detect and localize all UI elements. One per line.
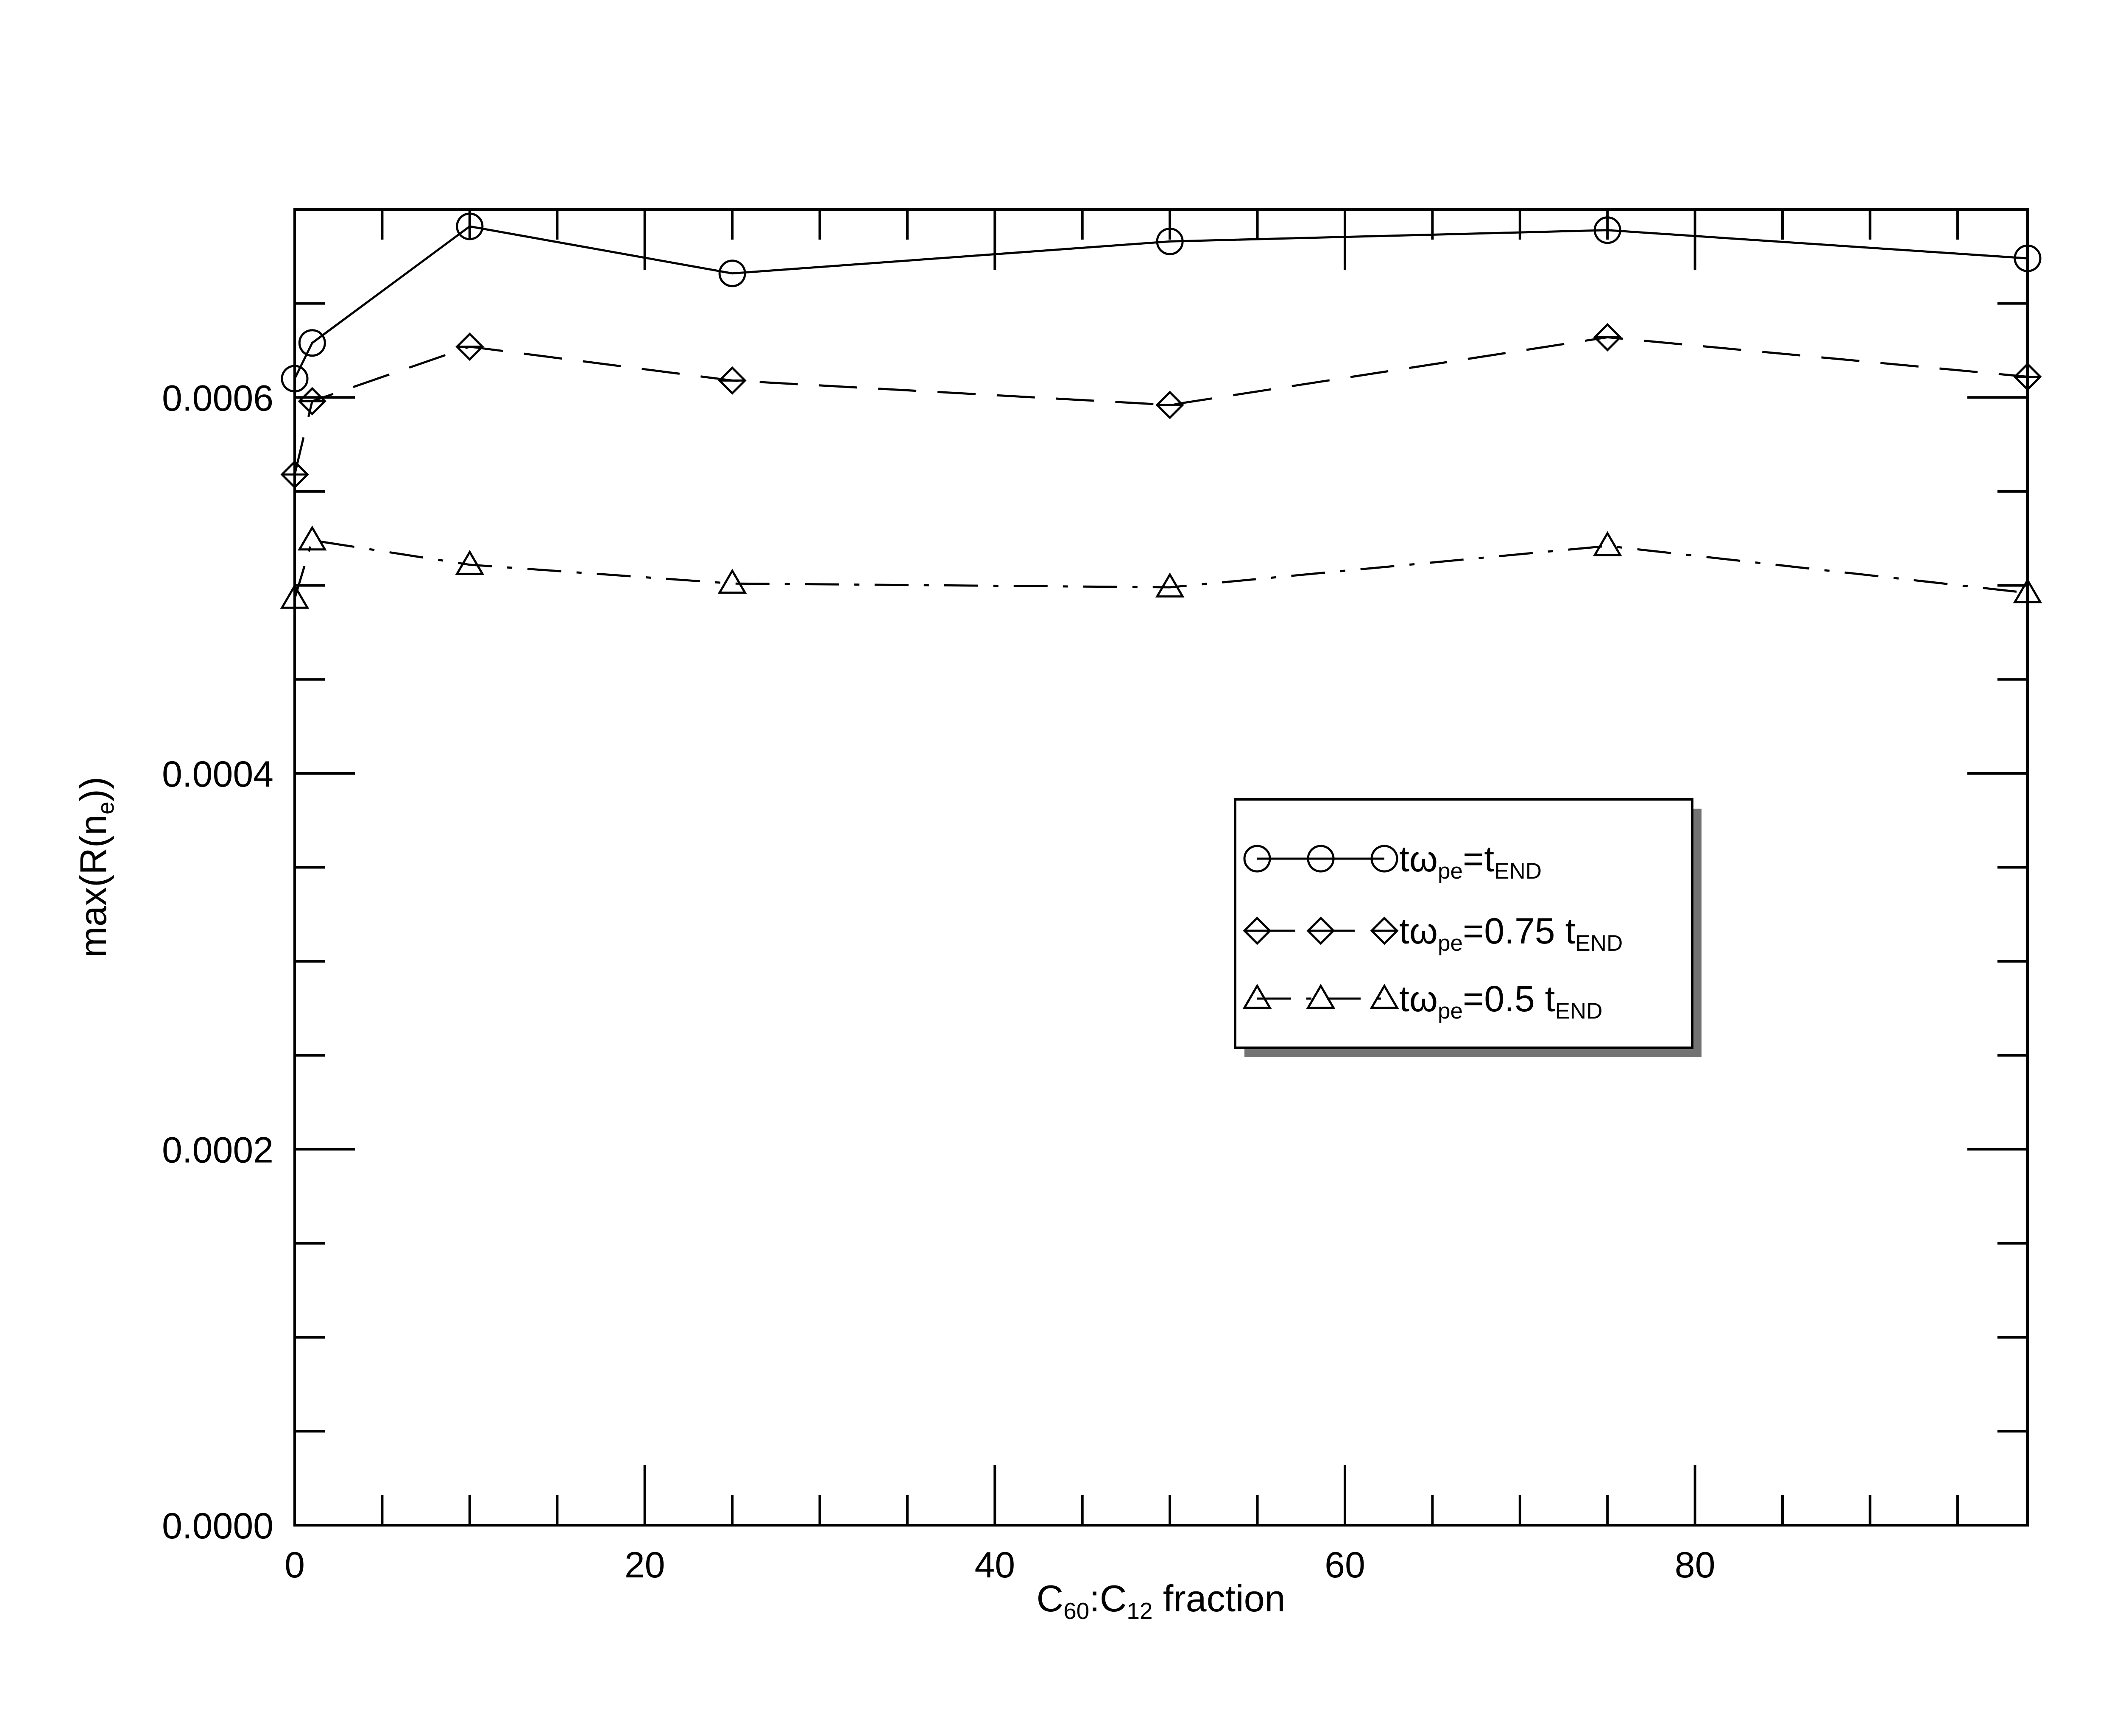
diamond-outline bbox=[298, 387, 326, 416]
subscript-text: pe bbox=[1438, 859, 1463, 884]
label-text: tω bbox=[1399, 979, 1438, 1019]
diamond-outline bbox=[1155, 391, 1184, 419]
diamond-outline bbox=[1306, 916, 1335, 945]
label-text: :C bbox=[1089, 1577, 1127, 1619]
label-text: max(R(n bbox=[72, 815, 114, 957]
label-text: fraction bbox=[1152, 1577, 1285, 1619]
label-text: tω bbox=[1399, 911, 1438, 952]
legend-marker-diamond bbox=[1306, 916, 1335, 945]
data-point-diamond bbox=[455, 332, 484, 361]
x-tick-label: 60 bbox=[1325, 1545, 1365, 1585]
x-axis-label: C60:C12 fraction bbox=[1037, 1577, 1286, 1624]
legend-box bbox=[1234, 798, 1693, 1049]
data-point-circle bbox=[1156, 227, 1184, 255]
subscript-text: pe bbox=[1438, 999, 1463, 1024]
legend-entry-3: tωpe=0.5 tEND bbox=[1242, 979, 1602, 1024]
data-point-triangle bbox=[297, 525, 327, 551]
y-tick-label: 0.0002 bbox=[162, 1130, 273, 1170]
subscript-text: e bbox=[92, 801, 119, 815]
label-text: tω bbox=[1399, 839, 1438, 879]
data-point-diamond bbox=[718, 366, 747, 395]
data-point-triangle bbox=[455, 550, 485, 575]
diamond-outline bbox=[1593, 323, 1622, 352]
legend-marker-triangle bbox=[1242, 984, 1272, 1009]
legend-marker-circle bbox=[1243, 845, 1271, 873]
x-tick-label: 0 bbox=[285, 1545, 305, 1585]
subscript-text: pe bbox=[1438, 931, 1463, 956]
subscript-text: 60 bbox=[1063, 1598, 1089, 1624]
legend-marker-triangle bbox=[1370, 984, 1399, 1009]
subscript-text: END bbox=[1494, 859, 1542, 884]
legend-marker-circle bbox=[1307, 845, 1335, 873]
diamond-outline bbox=[718, 366, 747, 395]
diamond-outline bbox=[1243, 916, 1272, 945]
legend-entry-1: tωpe=tEND bbox=[1243, 839, 1542, 884]
series-layer bbox=[280, 212, 2042, 609]
legend-marker-diamond bbox=[1370, 916, 1399, 945]
subscript-text: END bbox=[1555, 999, 1603, 1024]
label-text: =0.5 t bbox=[1463, 979, 1555, 1019]
data-point-circle bbox=[1593, 216, 1621, 244]
data-point-circle bbox=[456, 212, 484, 240]
legend-label: tωpe=0.75 tEND bbox=[1399, 911, 1623, 956]
subscript-text: 12 bbox=[1127, 1598, 1152, 1624]
y-tick-label: 0.0006 bbox=[162, 378, 273, 419]
plot-frame bbox=[293, 208, 2029, 1527]
series-2 bbox=[280, 323, 2042, 489]
x-tick-label: 40 bbox=[974, 1545, 1015, 1585]
data-point-triangle bbox=[1593, 531, 1622, 556]
data-point-diamond bbox=[1155, 391, 1184, 419]
legend-entry-2: tωpe=0.75 tEND bbox=[1243, 911, 1623, 956]
y-tick-label: 0.0004 bbox=[162, 754, 273, 795]
data-point-circle bbox=[298, 329, 326, 357]
data-point-diamond bbox=[1593, 323, 1622, 352]
diamond-outline bbox=[455, 332, 484, 361]
data-point-triangle bbox=[1155, 572, 1185, 598]
legend-marker-circle bbox=[1370, 845, 1398, 873]
tick-labels: 0 20 40 60 80 0.0000 0.0002 0.0004 0.0006 bbox=[162, 378, 1716, 1585]
data-point-circle bbox=[718, 260, 746, 287]
y-tick-label: 0.0000 bbox=[162, 1506, 273, 1546]
diamond-outline bbox=[1370, 916, 1399, 945]
label-text: C bbox=[1037, 1577, 1064, 1619]
data-point-triangle bbox=[717, 569, 747, 594]
label-text: =t bbox=[1463, 839, 1494, 879]
subscript-text: END bbox=[1575, 931, 1623, 956]
x-tick-label: 80 bbox=[1675, 1545, 1716, 1585]
x-tick-label: 20 bbox=[625, 1545, 665, 1585]
series-3 bbox=[280, 525, 2042, 609]
label-text: )) bbox=[72, 777, 114, 802]
legend-label: tωpe=0.5 tEND bbox=[1399, 979, 1602, 1024]
legend-label: tωpe=tEND bbox=[1399, 839, 1542, 884]
legend-marker-triangle bbox=[1306, 984, 1336, 1009]
y-axis-label: max(R(ne)) bbox=[72, 777, 119, 958]
series-line bbox=[293, 225, 2028, 380]
legend-marker-diamond bbox=[1243, 916, 1272, 945]
data-point-diamond bbox=[298, 387, 326, 416]
label-text: =0.75 t bbox=[1463, 911, 1575, 952]
